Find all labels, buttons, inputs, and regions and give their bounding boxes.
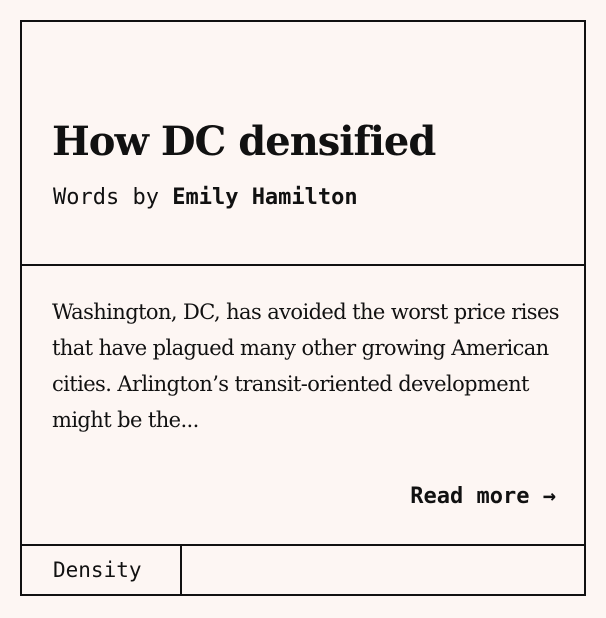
arrow-right-icon: → bbox=[542, 484, 556, 509]
read-more-label: Read more bbox=[410, 484, 530, 509]
article-body: Washington, DC, has avoided the worst pr… bbox=[22, 266, 584, 546]
article-excerpt: Washington, DC, has avoided the worst pr… bbox=[52, 300, 560, 432]
read-more-link[interactable]: Read more → bbox=[410, 484, 556, 509]
byline-prefix: Words by bbox=[53, 185, 173, 210]
tag-density[interactable]: Density bbox=[22, 546, 182, 594]
author-name: Emily Hamilton bbox=[172, 185, 358, 210]
article-title: How DC densified bbox=[52, 118, 436, 165]
article-header: How DC densified Words by Emily Hamilton bbox=[22, 22, 584, 266]
article-footer: Density bbox=[22, 546, 584, 594]
byline: Words by Emily Hamilton bbox=[53, 185, 358, 210]
article-card: How DC densified Words by Emily Hamilton… bbox=[20, 20, 586, 596]
